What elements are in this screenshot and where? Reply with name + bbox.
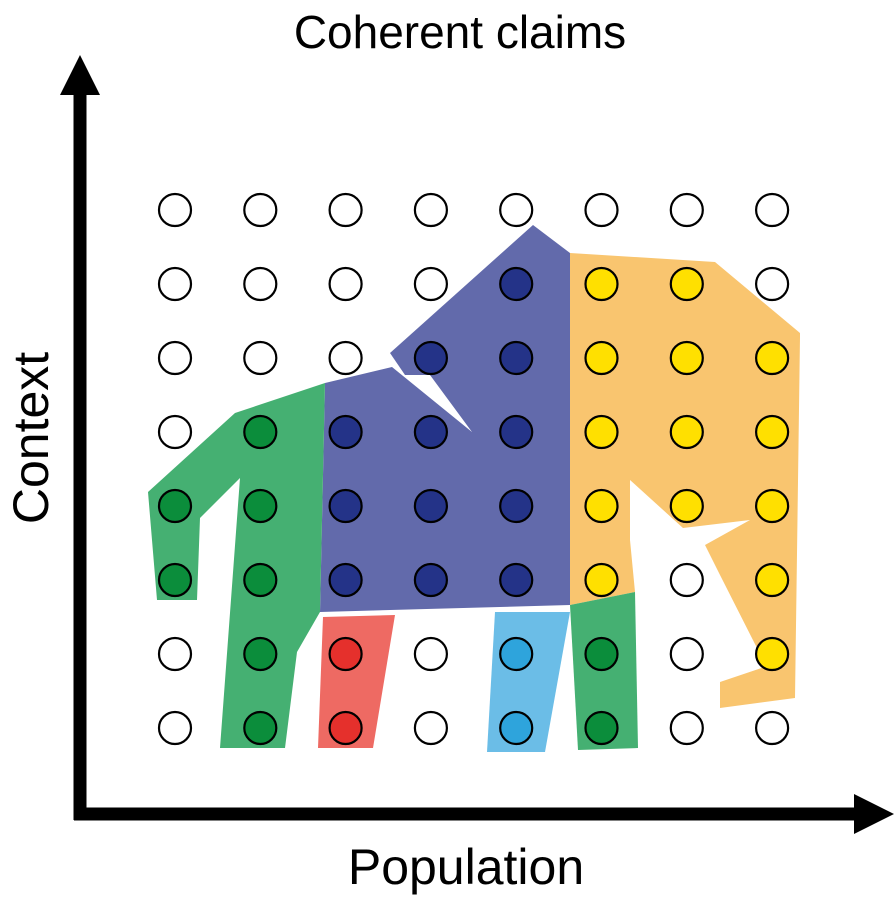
green-region-trunk [148, 383, 325, 748]
grid-dot-yellow [754, 488, 790, 524]
diagram-title: Coherent claims [294, 6, 626, 58]
axes [60, 55, 894, 834]
grid-dot-green [243, 488, 278, 524]
grid-dot-empty [413, 266, 448, 302]
grid-dot-empty [328, 340, 363, 376]
grid-dot-yellow [754, 636, 790, 672]
grid-dot-blue [328, 414, 363, 450]
grid-dot-empty [754, 192, 790, 228]
grid-dot-empty [157, 636, 193, 672]
grid-dot-empty [754, 266, 790, 302]
grid-dot-green [243, 710, 278, 746]
grid-dot-red [328, 710, 363, 746]
grid-dot-green [243, 636, 278, 672]
grid-dot-empty [243, 192, 278, 228]
grid-dot-empty [328, 192, 363, 228]
grid-dot-green [243, 562, 278, 598]
grid-dot-blue [413, 562, 448, 598]
grid-dot-empty [413, 192, 448, 228]
grid-dot-blue [499, 562, 534, 598]
grid-dot-empty [243, 266, 278, 302]
grid-dot-yellow [584, 266, 619, 302]
grid-dot-blue [499, 266, 534, 302]
grid-dot-red [328, 636, 363, 672]
elephant-shape [148, 225, 800, 752]
grid-dot-blue [328, 488, 363, 524]
grid-dot-empty [499, 192, 534, 228]
grid-dot-empty [669, 192, 704, 228]
x-axis-arrow [854, 794, 894, 834]
grid-dot-empty [413, 636, 448, 672]
grid-dot-empty [157, 710, 193, 746]
grid-dot-empty [157, 266, 193, 302]
grid-dot-yellow [754, 340, 790, 376]
grid-dot-yellow [669, 340, 704, 376]
grid-dot-yellow [754, 562, 790, 598]
green-region-back-leg [570, 592, 638, 750]
grid-dot-green [584, 710, 619, 746]
grid-dot-green [157, 488, 193, 524]
grid-dot-empty [669, 562, 704, 598]
grid-dot-green [584, 636, 619, 672]
dot-grid [157, 192, 790, 746]
grid-dot-empty [157, 340, 193, 376]
grid-dot-empty [584, 192, 619, 228]
grid-dot-blue [413, 488, 448, 524]
grid-dot-empty [669, 710, 704, 746]
grid-dot-yellow [584, 414, 619, 450]
grid-dot-yellow [669, 414, 704, 450]
grid-dot-green [157, 562, 193, 598]
grid-dot-blue [499, 414, 534, 450]
grid-dot-empty [157, 192, 193, 228]
blue-region-head [390, 225, 570, 375]
y-axis-label: Context [3, 352, 59, 524]
grid-dot-empty [157, 414, 193, 450]
grid-dot-yellow [669, 266, 704, 302]
grid-dot-empty [328, 266, 363, 302]
grid-dot-yellow [669, 488, 704, 524]
grid-dot-green [243, 414, 278, 450]
grid-dot-blue [499, 340, 534, 376]
grid-dot-empty [413, 710, 448, 746]
grid-dot-yellow [584, 488, 619, 524]
grid-dot-blue [499, 488, 534, 524]
orange-region [570, 253, 800, 708]
grid-dot-empty [754, 710, 790, 746]
grid-dot-empty [669, 636, 704, 672]
grid-dot-blue [413, 340, 448, 376]
grid-dot-yellow [754, 414, 790, 450]
grid-dot-blue [328, 562, 363, 598]
grid-dot-yellow [584, 340, 619, 376]
y-axis-arrow [60, 55, 100, 95]
grid-dot-yellow [584, 562, 619, 598]
grid-dot-empty [243, 340, 278, 376]
grid-dot-lightblue [499, 636, 534, 672]
grid-dot-blue [413, 414, 448, 450]
x-axis-label: Population [348, 839, 584, 895]
grid-dot-lightblue [499, 710, 534, 746]
